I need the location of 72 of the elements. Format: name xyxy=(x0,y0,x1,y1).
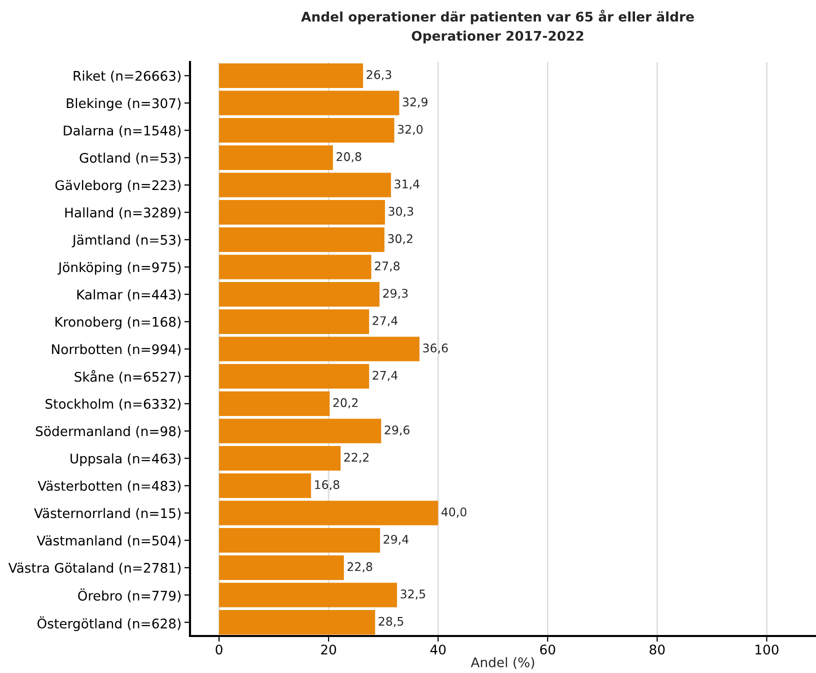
y-tick-label: Dalarna (n=1548) xyxy=(64,125,181,138)
data-label: 32,5 xyxy=(400,589,426,600)
bar xyxy=(219,227,384,252)
data-label: 31,4 xyxy=(394,179,420,190)
bar xyxy=(219,172,391,198)
bar xyxy=(219,446,341,471)
y-tick-label: Skåne (n=6527) xyxy=(74,370,181,384)
y-tick-label: Kronoberg (n=168) xyxy=(56,316,181,330)
chart-title: Andel operationer där patienten var 65 år eller äldre xyxy=(301,10,694,24)
data-label: 22,2 xyxy=(344,452,368,463)
bar xyxy=(219,118,394,143)
bar xyxy=(219,200,385,225)
data-label: 27,8 xyxy=(374,261,400,272)
data-label: 26,3 xyxy=(366,70,392,80)
bar xyxy=(219,309,370,334)
y-tick-label: Kalmar (n=443) xyxy=(77,289,181,302)
data-label: 40,0 xyxy=(441,507,466,518)
data-label: 28,5 xyxy=(378,616,404,627)
y-tick-label: Stockholm (n=6332) xyxy=(46,398,181,410)
x-tick-label: 100 xyxy=(756,644,778,655)
y-tick-label: Västmanland (n=504) xyxy=(36,535,181,548)
data-label: 27,4 xyxy=(372,370,398,381)
bar xyxy=(219,336,420,362)
data-label: 32,0 xyxy=(398,124,423,135)
bar xyxy=(219,145,333,170)
chart-subtitle: Operationer 2017-2022 xyxy=(412,30,584,44)
bar xyxy=(219,418,382,444)
y-tick-label: Västernorrland (n=15) xyxy=(34,508,181,520)
bar xyxy=(219,555,344,580)
data-label: 36,6 xyxy=(423,343,448,354)
bar xyxy=(219,528,380,553)
bar xyxy=(219,473,312,498)
bar xyxy=(219,282,380,307)
data-label: 30,2 xyxy=(388,234,412,244)
data-label: 22,8 xyxy=(348,562,372,572)
bar xyxy=(219,364,370,389)
x-tick-label: 80 xyxy=(650,644,665,655)
x-tick-label: 60 xyxy=(540,644,556,655)
y-tick-label: Norrbotten (n=994) xyxy=(52,344,181,356)
data-label: 32,9 xyxy=(402,97,428,108)
bar xyxy=(219,610,376,635)
y-tick-label: Riket (n=26663) xyxy=(74,70,181,82)
y-tick-label: Södermanland (n=98) xyxy=(36,426,181,438)
y-tick-label: Örebro (n=779) xyxy=(78,588,181,602)
data-label: 29,3 xyxy=(383,288,408,299)
y-tick-label: Halland (n=3289) xyxy=(65,207,181,220)
data-label: 16,8 xyxy=(315,480,340,490)
bar xyxy=(219,582,398,608)
data-label: 20,2 xyxy=(333,398,358,408)
data-label: 30,3 xyxy=(388,206,414,217)
bar xyxy=(219,63,364,88)
data-label: 20,8 xyxy=(336,152,362,162)
y-tick-label: Uppsala (n=463) xyxy=(70,453,181,466)
data-label: 29,6 xyxy=(384,425,410,436)
y-tick-label: Jämtland (n=53) xyxy=(72,234,181,248)
y-tick-label: Blekinge (n=307) xyxy=(66,98,181,111)
data-label: 27,4 xyxy=(372,316,398,326)
y-tick-label: Västerbotten (n=483) xyxy=(38,480,181,492)
y-tick-label: Västra Götaland (n=2781) xyxy=(8,562,181,574)
bar xyxy=(219,500,438,526)
y-tick-label: Gotland (n=53) xyxy=(80,152,181,164)
x-axis-title: Andel (%) xyxy=(470,657,534,669)
bar xyxy=(219,90,400,116)
y-tick-label: Gävleborg (n=223) xyxy=(55,180,181,193)
x-tick-label: 20 xyxy=(321,644,336,655)
bar xyxy=(219,254,372,280)
y-tick-label: Jönköping (n=975) xyxy=(58,262,181,275)
data-label: 29,4 xyxy=(384,534,408,545)
x-tick-label: 40 xyxy=(430,644,446,655)
y-tick-label: Östergötland (n=628) xyxy=(37,616,181,632)
x-tick-label: 0 xyxy=(216,644,222,655)
bar xyxy=(219,391,330,416)
